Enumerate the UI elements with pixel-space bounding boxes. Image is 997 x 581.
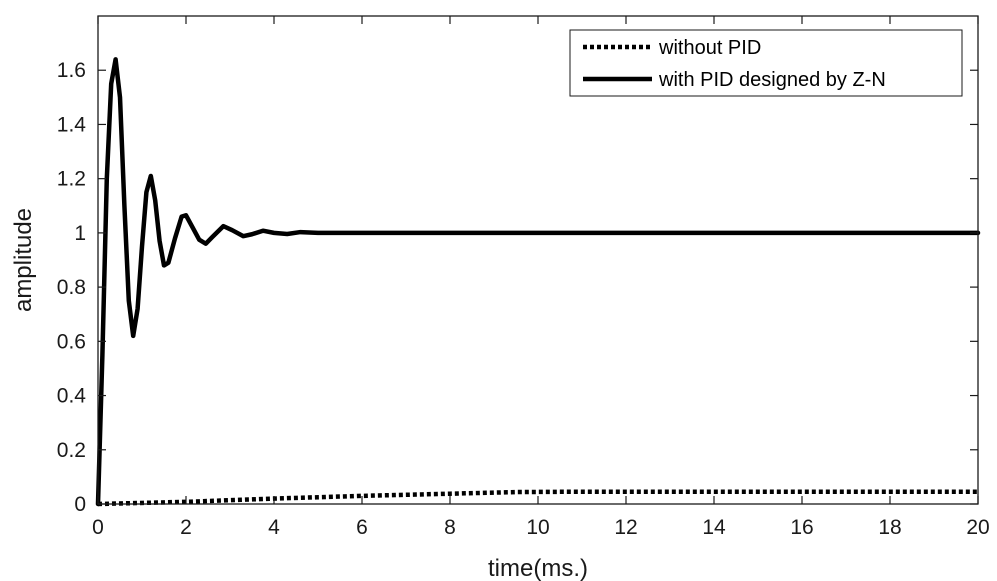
y-tick-label: 1.4: [57, 113, 87, 136]
x-tick-label: 6: [356, 516, 368, 539]
x-tick-label: 10: [526, 516, 549, 539]
y-tick-label: 0.4: [57, 385, 87, 408]
legend: without PID with PID designed by Z-N: [569, 29, 963, 97]
legend-label-without-pid: without PID: [658, 37, 761, 59]
x-tick-label: 14: [702, 516, 726, 539]
y-tick-label: 1.2: [57, 168, 86, 191]
x-tick-label: 12: [614, 516, 637, 539]
plot-area-background: [98, 16, 978, 504]
x-axis-ticks: 0 2 4 6 8 10 12 14 16 18 20: [92, 16, 990, 539]
y-axis-title: amplitude: [10, 208, 37, 312]
legend-label-with-pid: with PID designed by Z-N: [658, 69, 886, 91]
x-axis-title: time(ms.): [488, 555, 588, 581]
x-tick-label: 2: [180, 516, 192, 539]
y-tick-label: 0.2: [57, 439, 86, 462]
series-line-with-pid: [95, 57, 981, 507]
series-line-without-pid: [97, 489, 978, 507]
x-tick-label: 20: [966, 516, 989, 539]
series-layer: [95, 57, 981, 507]
y-tick-label: 0.8: [57, 276, 86, 299]
x-tick-label: 0: [92, 516, 104, 539]
y-tick-label: 0.6: [57, 330, 86, 353]
x-tick-label: 18: [878, 516, 901, 539]
y-tick-label: 1.6: [57, 59, 86, 82]
y-axis-ticks: 0 0.2 0.4 0.6 0.8 1 1.2 1.4 1.6: [57, 59, 978, 516]
legend-box: [569, 29, 963, 97]
x-tick-label: 8: [444, 516, 456, 539]
x-tick-label: 4: [268, 516, 280, 539]
x-tick-label: 16: [790, 516, 813, 539]
y-tick-label: 1: [74, 222, 86, 245]
y-tick-label: 0: [74, 493, 86, 516]
